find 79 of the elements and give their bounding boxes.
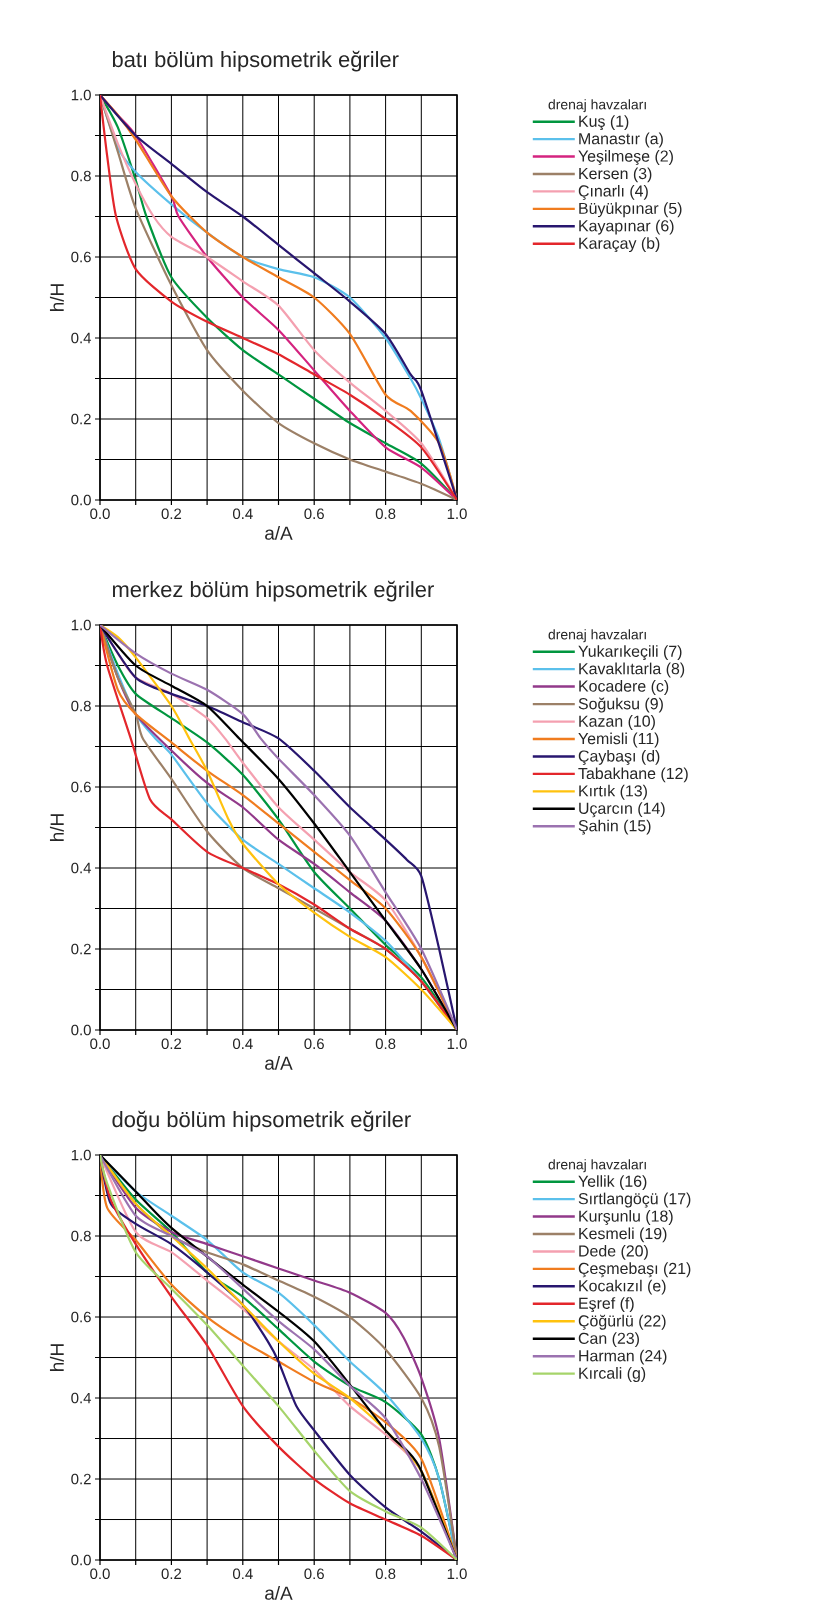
legend-label: Kavaklıtarla (8) (579, 662, 685, 678)
x-tick-label: 1.0 (447, 1568, 467, 1580)
legend-label: Kırtık (13) (579, 784, 647, 800)
x-tick-label: 1.0 (447, 1038, 467, 1050)
y-tick-label: 0.0 (71, 1024, 91, 1036)
legend-label: Kayapınar (6) (579, 219, 674, 235)
x-tick-label: 0.4 (232, 508, 253, 520)
legend-label: Çınarlı (4) (578, 184, 648, 200)
chart-title: merkez bölüm hipsometrik eğriler (112, 580, 434, 602)
y-tick-label: 0.6 (71, 781, 91, 793)
y-tick-label: 0.2 (71, 1473, 91, 1485)
x-tick-label: 0.0 (90, 1038, 110, 1050)
y-tick-label: 1.0 (71, 1149, 91, 1161)
x-tick-label: 0.6 (304, 1038, 324, 1050)
legend-label: Kazan (10) (579, 715, 655, 730)
legend-label: Eşref (f) (579, 1297, 634, 1313)
y-axis-title: h/H (49, 814, 64, 841)
x-tick-label: 0.6 (304, 1568, 324, 1580)
y-tick-label: 1.0 (71, 619, 91, 631)
x-tick-label: 0.2 (161, 1568, 182, 1580)
legend-title: drenaj havzaları (548, 629, 646, 643)
y-tick-label: 0.4 (71, 1392, 92, 1404)
legend-label: Uçarcın (14) (579, 802, 665, 818)
x-axis-title: a/A (265, 1055, 293, 1070)
x-tick-label: 0.2 (161, 1038, 182, 1050)
y-tick-label: 0.4 (71, 332, 92, 344)
x-axis-title: a/A (265, 1585, 293, 1600)
legend-label: Yukarıkeçili (7) (578, 645, 682, 661)
legend-label: Kocadere (c) (579, 680, 669, 695)
x-tick-label: 0.8 (375, 508, 396, 520)
legend-label: Manastır (a) (579, 132, 663, 148)
x-axis-title: a/A (265, 525, 293, 540)
x-tick-label: 0.4 (232, 1038, 253, 1050)
y-tick-label: 0.2 (71, 413, 91, 425)
legend-title: drenaj havzaları (548, 99, 646, 113)
legend-label: Çeşmebaşı (21) (578, 1262, 691, 1278)
y-tick-label: 0.6 (71, 1311, 91, 1323)
x-tick-label: 0.2 (161, 508, 182, 520)
y-tick-label: 0.6 (71, 251, 91, 263)
legend-label: Kocakızıl (e) (579, 1279, 666, 1295)
legend-label: Can (23) (578, 1332, 639, 1348)
y-tick-label: 0.0 (71, 1554, 91, 1566)
x-tick-label: 0.6 (304, 508, 324, 520)
y-tick-label: 0.8 (71, 1230, 91, 1242)
legend-label: Çöğürlü (22) (578, 1314, 666, 1330)
y-tick-label: 0.8 (71, 700, 91, 712)
x-tick-label: 0.8 (375, 1568, 396, 1580)
y-tick-label: 1.0 (71, 89, 91, 101)
y-tick-label: 0.2 (71, 943, 91, 955)
legend-label: Büyükpınar (5) (579, 202, 682, 218)
legend-label: Kurşunlu (18) (579, 1210, 673, 1225)
y-tick-label: 0.8 (71, 170, 91, 182)
legend-label: Soğuksu (9) (578, 697, 663, 713)
x-tick-label: 0.0 (90, 1568, 110, 1580)
legend-title: drenaj havzaları (548, 1159, 646, 1173)
legend-label: Şahin (15) (578, 819, 651, 835)
y-axis-title: h/H (49, 1344, 64, 1371)
x-tick-label: 0.8 (375, 1038, 396, 1050)
legend-label: Tabakhane (12) (578, 767, 688, 783)
legend-label: Kırcali (g) (579, 1367, 646, 1382)
chart-title: batı bölüm hipsometrik eğriler (112, 50, 399, 72)
legend-label: Kersen (3) (579, 167, 652, 183)
legend-label: Yemisli (11) (578, 732, 659, 748)
legend-label: Dede (20) (579, 1244, 648, 1260)
x-tick-label: 0.0 (90, 508, 110, 520)
y-axis-title: h/H (49, 284, 64, 311)
legend-label: Kuş (1) (579, 115, 629, 131)
x-tick-label: 0.4 (232, 1568, 253, 1580)
y-tick-label: 0.4 (71, 862, 92, 874)
legend-label: Kesmeli (19) (579, 1227, 667, 1243)
legend-label: Yellik (16) (578, 1175, 647, 1191)
legend-label: Çaybaşı (d) (578, 749, 660, 765)
legend-label: Karaçay (b) (579, 237, 660, 253)
legend-label: Sırtlangöçü (17) (578, 1192, 691, 1208)
chart-title: doğu bölüm hipsometrik eğriler (112, 1110, 411, 1132)
y-tick-label: 0.0 (71, 494, 91, 506)
x-tick-label: 1.0 (447, 508, 467, 520)
legend-label: Yeşilmeşe (2) (578, 150, 673, 165)
legend-label: Harman (24) (579, 1349, 667, 1365)
